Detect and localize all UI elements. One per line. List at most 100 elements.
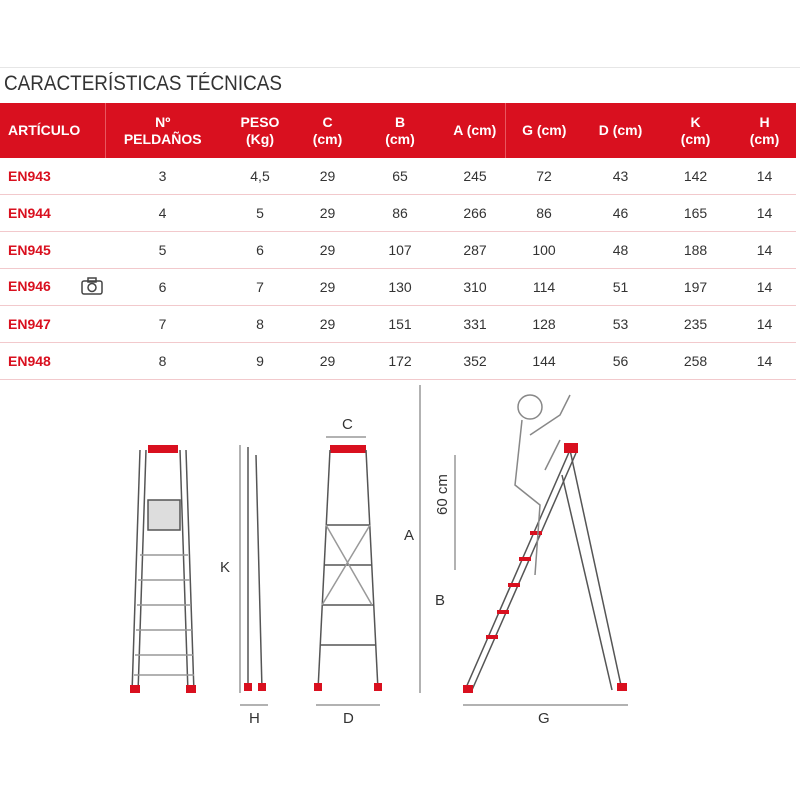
table-cell: 5 [105, 231, 220, 269]
table-cell: 29 [300, 305, 355, 343]
table-cell: 51 [583, 268, 658, 306]
table-cell: 7 [105, 305, 220, 343]
label-c: C [342, 416, 353, 433]
cell-value: 14 [756, 168, 773, 184]
table-cell: 142 [658, 158, 733, 195]
column-header: H (cm) [749, 113, 780, 147]
table-cell: 144 [505, 342, 583, 380]
table-cell: 46 [583, 194, 658, 232]
table-cell: 9 [220, 342, 300, 380]
cell-value: 14 [756, 242, 773, 258]
cell-value: 29 [319, 205, 336, 221]
table-cell: 14 [733, 268, 796, 306]
column-header: D (cm) [598, 122, 643, 138]
table-cell: 43 [583, 158, 658, 195]
cell-value: 128 [532, 316, 556, 332]
cell-value: 245 [463, 168, 487, 184]
table-cell: 8 [220, 305, 300, 343]
table-cell: 86 [505, 194, 583, 232]
label-d: D [343, 710, 354, 727]
table-cell: EN947 [0, 305, 105, 343]
table-row: EN943 3 4,5 29 65 245 72 43 142 14 [0, 158, 796, 195]
table-cell: 8 [105, 342, 220, 380]
table-cell: 7 [220, 268, 300, 306]
table-cell: 5 [220, 194, 300, 232]
table-cell: 3 [105, 158, 220, 195]
table-row: EN948 8 9 29 172 352 144 56 258 14 [0, 342, 796, 380]
cell-value: 43 [612, 168, 629, 184]
ladder-diagram: C K H D A B G 60 cm [130, 385, 628, 727]
table-row: EN944 4 5 29 86 266 86 46 165 14 [0, 194, 796, 232]
table-cell: 72 [505, 158, 583, 195]
table-cell: 56 [583, 342, 658, 380]
cell-value: 56 [612, 353, 629, 369]
cell-value: 6 [256, 242, 264, 258]
cell-value: 29 [319, 242, 336, 258]
cell-value: 4 [158, 205, 167, 221]
cell-value: 331 [463, 316, 487, 332]
column-header: C (cm) [312, 113, 343, 147]
table-cell: 48 [583, 231, 658, 269]
table-cell: 310 [445, 268, 505, 306]
cell-value: 310 [463, 279, 487, 295]
table-cell: 29 [300, 231, 355, 269]
cell-value: 48 [612, 242, 629, 258]
cell-value: 65 [392, 168, 408, 184]
table-cell: 29 [300, 158, 355, 195]
table-cell: 258 [658, 342, 733, 380]
article-code: EN948 [8, 353, 51, 369]
cell-value: 287 [463, 242, 487, 258]
table-cell: 14 [733, 231, 796, 269]
table-cell: 352 [445, 342, 505, 380]
table-cell: EN945 [0, 231, 105, 269]
table-cell: 6 [105, 268, 220, 306]
table-cell: 86 [355, 194, 445, 232]
cell-value: 8 [256, 316, 264, 332]
page-title: CARACTERÍSTICAS TÉCNICAS [4, 72, 282, 95]
table-cell: 266 [445, 194, 505, 232]
table-cell: 197 [658, 268, 733, 306]
table-cell: 245 [445, 158, 505, 195]
cell-value: 9 [256, 353, 264, 369]
table-cell: 4,5 [220, 158, 300, 195]
cell-value: 14 [756, 316, 773, 332]
column-header: B (cm) [385, 113, 415, 147]
cell-value: 130 [388, 279, 412, 295]
column-header: Nº PELDAÑOS [123, 113, 202, 147]
table-row: EN947 7 8 29 151 331 128 53 235 14 [0, 305, 796, 343]
table-cell: 107 [355, 231, 445, 269]
column-header: G (cm) [522, 122, 567, 138]
cell-value: 7 [256, 279, 264, 295]
cell-value: 172 [388, 353, 412, 369]
table-cell: 14 [733, 194, 796, 232]
table-cell: 65 [355, 158, 445, 195]
table-cell: 100 [505, 231, 583, 269]
article-code: EN945 [8, 242, 51, 258]
cell-value: 14 [756, 205, 773, 221]
front-view-ladder [130, 445, 196, 694]
cell-value: 142 [683, 168, 708, 184]
article-code: EN944 [8, 205, 51, 221]
table-cell: 53 [583, 305, 658, 343]
table-cell: EN948 [0, 342, 105, 380]
column-header: K (cm) [680, 113, 711, 147]
side-view-ladder-with-user [419, 385, 628, 706]
table-cell: 331 [445, 305, 505, 343]
table-cell: EN943 [0, 158, 105, 195]
column-header: ARTÍCULO [0, 103, 106, 158]
back-view-ladder [314, 436, 382, 706]
cell-value: 114 [532, 279, 556, 295]
cell-value: 352 [463, 353, 487, 369]
cell-value: 4,5 [250, 168, 270, 184]
cell-value: 72 [536, 168, 552, 184]
table-cell: 128 [505, 305, 583, 343]
label-h: H [249, 710, 260, 727]
camera-icon[interactable] [81, 276, 103, 298]
article-code: EN947 [8, 316, 51, 332]
cell-value: 8 [158, 353, 167, 369]
cell-value: 6 [158, 279, 167, 295]
cell-value: 5 [158, 242, 167, 258]
article-code: EN946 [8, 277, 51, 294]
cell-value: 14 [756, 279, 773, 295]
table-header: ARTÍCULO Nº PELDAÑOS PESO (Kg) C (cm) B (cm)… [0, 103, 796, 158]
